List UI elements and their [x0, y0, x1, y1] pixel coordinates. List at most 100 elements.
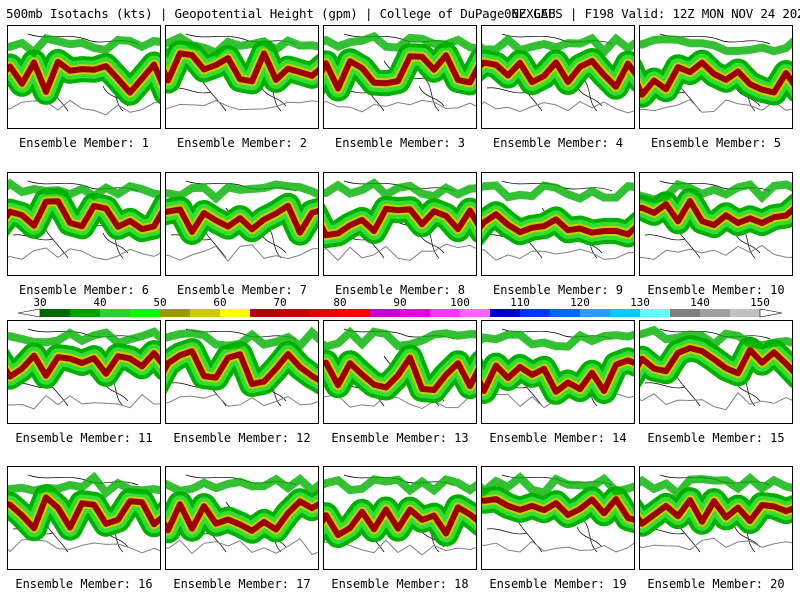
jet-band-north [324, 475, 476, 496]
colorbar-tick-label: 60 [213, 296, 226, 309]
ensemble-member-label: Ensemble Member: 10 [647, 283, 785, 297]
ensemble-member-label: Ensemble Member: 17 [173, 577, 311, 591]
ensemble-member-label: Ensemble Member: 13 [331, 431, 469, 445]
jet-core [166, 348, 318, 387]
header-title: 500mb Isotachs (kts) | Geopotential Heig… [6, 6, 556, 21]
colorbar-segment [100, 309, 130, 317]
member-map-graphic [324, 178, 476, 262]
ensemble-member-label: Ensemble Member: 5 [650, 136, 782, 150]
colorbar-segment [250, 309, 280, 317]
member-map-graphic [640, 179, 792, 260]
ensemble-member-map [323, 320, 477, 424]
jet-core [640, 59, 792, 98]
height-contour [8, 247, 160, 261]
height-contour [8, 99, 160, 116]
jet-band-north [166, 326, 318, 352]
jet-band-north [8, 327, 160, 348]
colorbar-segment [400, 309, 430, 317]
jet-core [8, 58, 160, 96]
ensemble-member-map [165, 320, 319, 424]
jet-band-north [324, 31, 476, 53]
height-contour [166, 538, 318, 556]
jet-core [166, 202, 318, 236]
member-map-graphic [324, 326, 476, 410]
ensemble-member-map [639, 320, 793, 424]
member-map-graphic [640, 472, 792, 553]
height-contour [166, 100, 318, 111]
colorbar-segment [220, 309, 250, 317]
height-contour [482, 248, 634, 261]
ensemble-member-label: Ensemble Member: 3 [334, 136, 466, 150]
figure-header: 500mb Isotachs (kts) | Geopotential Heig… [6, 6, 800, 21]
ensemble-member-label: Ensemble Member: 18 [331, 577, 469, 591]
colorbar-tick-label: 50 [153, 296, 166, 309]
jet-band-north [640, 325, 792, 350]
height-contour [166, 393, 318, 407]
jet-core [640, 497, 792, 527]
colorbar-segment [490, 309, 520, 317]
ensemble-member-map [481, 466, 635, 570]
colorbar-left-arrow [17, 308, 41, 318]
colorbar-segment [190, 309, 220, 317]
colorbar-segment [520, 309, 550, 317]
height-contour [640, 98, 792, 113]
jet-band-north [166, 474, 318, 496]
ensemble-member-label: Ensemble Member: 14 [489, 431, 627, 445]
jet-core [482, 58, 634, 90]
colorbar-segment [430, 309, 460, 317]
ensemble-member-label: Ensemble Member: 1 [18, 136, 150, 150]
ensemble-member-map [639, 25, 793, 129]
jet-band-north [482, 33, 634, 58]
colorbar-tick-label: 110 [510, 296, 530, 309]
colorbar-segment [640, 309, 670, 317]
colorbar-segment [610, 309, 640, 317]
colorbar-tick-label: 90 [393, 296, 406, 309]
colorbar-segment [730, 309, 760, 317]
ensemble-member-map [7, 320, 161, 424]
jet-core [8, 198, 160, 233]
colorbar-segment [130, 309, 160, 317]
jet-core [166, 50, 318, 85]
colorbar-tick-label: 120 [570, 296, 590, 309]
member-map-graphic [482, 180, 634, 261]
ensemble-member-label: Ensemble Member: 19 [489, 577, 627, 591]
jet-core [324, 504, 476, 538]
colorbar-tick-label: 70 [273, 296, 286, 309]
member-map-graphic [8, 178, 160, 261]
jet-core [482, 357, 634, 395]
ensemble-member-map [323, 25, 477, 129]
colorbar-tick-label: 30 [33, 296, 46, 309]
jet-core [8, 350, 160, 380]
colorbar-tick-label: 140 [690, 296, 710, 309]
ensemble-member-label: Ensemble Member: 6 [18, 283, 150, 297]
jet-core [640, 198, 792, 229]
height-contour [324, 99, 476, 113]
jet-core [324, 52, 476, 92]
jet-core [324, 354, 476, 393]
colorbar-segment [280, 309, 310, 317]
jet-core [166, 498, 318, 534]
header-run-info: 06Z GEFS | F198 Valid: 12Z MON NOV 24 20… [504, 6, 800, 21]
member-map-graphic [8, 471, 160, 554]
colorbar-segment [160, 309, 190, 317]
height-contour [324, 394, 476, 410]
ensemble-member-map [639, 466, 793, 570]
jet-band-north [324, 178, 476, 201]
colorbar-tick-label: 150 [750, 296, 770, 309]
member-map-graphic [166, 180, 318, 262]
member-map-graphic [166, 474, 318, 556]
ensemble-member-label: Ensemble Member: 9 [492, 283, 624, 297]
jet-band-north [166, 32, 318, 58]
jet-core [640, 345, 792, 377]
ensemble-member-map [165, 466, 319, 570]
colorbar-segment [40, 309, 70, 317]
ensemble-member-map [481, 25, 635, 129]
ensemble-member-label: Ensemble Member: 4 [492, 136, 624, 150]
member-map-graphic [482, 472, 634, 553]
ensemble-member-map [481, 320, 635, 424]
height-contour [324, 243, 476, 262]
member-map-graphic [482, 328, 634, 409]
height-contour [8, 393, 160, 410]
colorbar-segment [670, 309, 700, 317]
height-contour [640, 537, 792, 551]
